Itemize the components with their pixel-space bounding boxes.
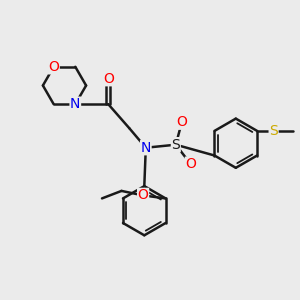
Text: O: O (103, 72, 114, 86)
Text: S: S (171, 138, 180, 152)
Text: S: S (269, 124, 278, 138)
Text: N: N (141, 141, 151, 155)
Text: O: O (48, 60, 59, 74)
Text: O: O (138, 188, 148, 203)
Text: N: N (70, 97, 80, 111)
Text: O: O (185, 157, 196, 171)
Text: O: O (176, 115, 187, 129)
